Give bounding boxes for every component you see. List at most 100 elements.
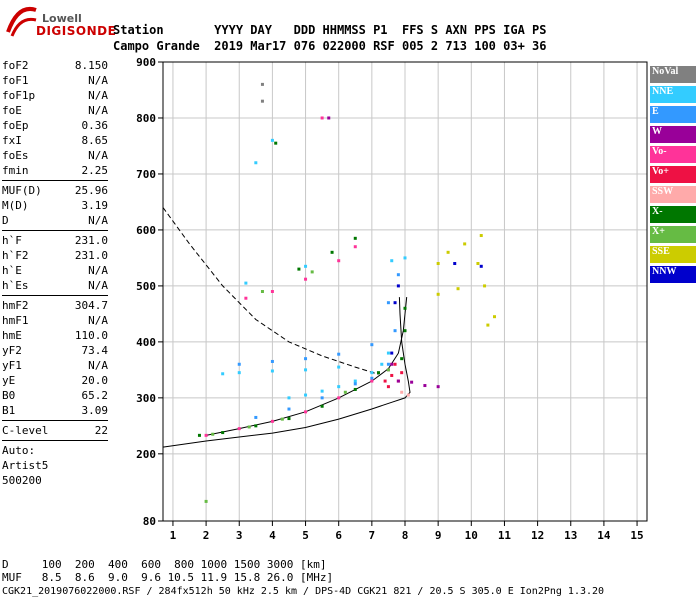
echo-point xyxy=(211,432,215,436)
legend-item: SSW xyxy=(650,186,696,203)
echo-point xyxy=(353,382,357,386)
param-name: yE xyxy=(2,374,16,387)
header-row-labels: Station YYYY DAY DDD HHMMSS P1 FFS S AXN… xyxy=(113,23,547,37)
echo-point xyxy=(400,371,404,375)
param-name: h`F xyxy=(2,234,22,247)
echo-point xyxy=(396,379,400,383)
param-row: hmF1 N/A xyxy=(2,313,108,328)
echo-point xyxy=(390,259,394,263)
param-row: foEs N/A xyxy=(2,148,108,163)
legend-item: X- xyxy=(650,206,696,223)
param-name: yF2 xyxy=(2,344,22,357)
echo-point xyxy=(260,290,264,293)
x-tick-label: 8 xyxy=(402,529,409,542)
param-value: N/A xyxy=(88,359,108,372)
echo-point xyxy=(343,390,347,394)
echo-point xyxy=(244,281,248,285)
echo-point xyxy=(204,499,208,503)
muf-table: D 100 200 400 600 800 1000 1500 3000 [km… xyxy=(2,558,333,584)
echo-point xyxy=(463,242,467,246)
echo-point xyxy=(479,234,483,238)
echo-point xyxy=(287,396,291,400)
echo-point xyxy=(237,362,241,366)
ionogram-chart: 1 2 3 4 5 6 7 8 9 10 11 12 13 14 158020030040050060070… xyxy=(136,56,648,542)
param-row: yF1 N/A xyxy=(2,358,108,373)
param-value: 20.0 xyxy=(81,374,109,387)
echo-point xyxy=(320,389,324,393)
x-tick-label: 1 xyxy=(170,529,177,542)
echo-point xyxy=(260,99,264,103)
param-row: 500200 xyxy=(2,473,108,488)
legend: NoVal NNE E W Vo- Vo+ SSW X- X+ SSE NNW xyxy=(650,66,696,286)
param-name: Auto: xyxy=(2,444,36,457)
muf-table-muf-row: MUF 8.5 8.6 9.0 9.6 10.5 11.9 15.8 26.0 … xyxy=(2,571,334,584)
echo-point xyxy=(254,415,258,419)
param-row: Auto: xyxy=(2,443,108,458)
echo-point xyxy=(304,264,308,268)
param-name: foE xyxy=(2,104,22,117)
param-value: 231.0 xyxy=(74,249,108,262)
muf-dashed-curve xyxy=(162,207,379,375)
param-row: B1 3.09 xyxy=(2,403,108,418)
param-name: B1 xyxy=(2,404,16,417)
param-row: Artist5 xyxy=(2,458,108,473)
param-name: fmin xyxy=(2,164,29,177)
param-row: hmE 110.0 xyxy=(2,328,108,343)
param-value: N/A xyxy=(88,264,108,277)
y-tick-label: 300 xyxy=(136,392,156,405)
param-row: fxI 8.65 xyxy=(2,133,108,148)
param-value: 110.0 xyxy=(74,329,108,342)
param-value: 8.65 xyxy=(81,134,109,147)
echo-point xyxy=(456,287,460,291)
muf-table-distance-row: D 100 200 400 600 800 1000 1500 3000 [km… xyxy=(2,558,327,571)
param-name: hmE xyxy=(2,329,22,342)
echo-point xyxy=(304,277,308,281)
echo-point xyxy=(353,379,357,383)
echo-point xyxy=(410,380,414,384)
param-row: foF2 8.150 xyxy=(2,58,108,73)
logo-emblem-icon xyxy=(6,7,37,37)
param-name: C-level xyxy=(2,424,49,437)
param-name: fxI xyxy=(2,134,22,147)
param-value: 2.25 xyxy=(81,164,109,177)
param-row: h`E N/A xyxy=(2,263,108,278)
logo-line1: Lowell xyxy=(42,12,82,25)
echo-point xyxy=(386,368,390,372)
param-value: N/A xyxy=(88,214,108,227)
profile-curve xyxy=(162,297,411,448)
echo-point xyxy=(320,396,324,400)
param-row: hmF2 304.7 xyxy=(2,298,108,313)
param-row: MUF(D) 25.96 xyxy=(2,183,108,198)
legend-item: Vo- xyxy=(650,146,696,163)
echo-point xyxy=(436,292,440,296)
echo-point xyxy=(270,369,274,373)
echo-point xyxy=(337,365,341,369)
legend-item: E xyxy=(650,106,696,123)
echo-point xyxy=(486,323,490,327)
legend-item: NNE xyxy=(650,86,696,103)
param-name: hmF1 xyxy=(2,314,29,327)
echo-point xyxy=(400,357,404,361)
param-name: M(D) xyxy=(2,199,29,212)
param-name: yF1 xyxy=(2,359,22,372)
echo-point xyxy=(476,262,480,266)
header-row-values: Campo Grande 2019 Mar17 076 022000 RSF 0… xyxy=(113,39,547,53)
legend-item: X+ xyxy=(650,226,696,243)
param-row: C-level 22 xyxy=(2,423,108,438)
echo-point xyxy=(370,379,374,383)
echo-point xyxy=(386,385,390,389)
param-row: yE 20.0 xyxy=(2,373,108,388)
digisonde-logo: Lowell DIGISONDE xyxy=(2,2,116,40)
echo-point xyxy=(403,329,407,333)
echo-point xyxy=(320,404,324,408)
param-value: 3.09 xyxy=(81,404,109,417)
echo-point xyxy=(483,284,487,288)
x-tick-label: 15 xyxy=(630,529,643,542)
legend-item: SSE xyxy=(650,246,696,263)
legend-item: W xyxy=(650,126,696,143)
echo-point xyxy=(327,116,331,120)
param-value: 0.36 xyxy=(81,119,109,132)
param-name: h`F2 xyxy=(2,249,29,262)
x-tick-label: 3 xyxy=(236,529,243,542)
echo-point xyxy=(221,431,225,435)
